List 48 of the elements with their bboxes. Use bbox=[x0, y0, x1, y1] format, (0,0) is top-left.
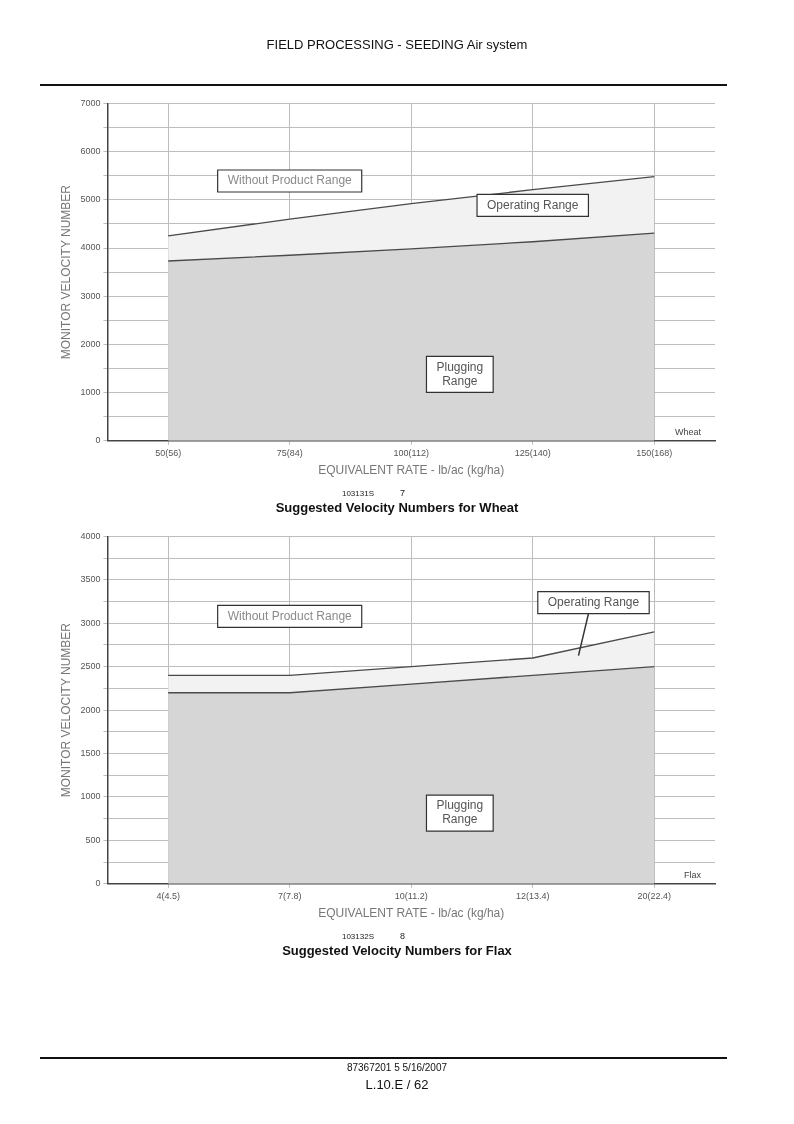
x-tick-label: 10(11.2) bbox=[394, 890, 428, 901]
text: 87367201 5 5/16/2007 bbox=[345, 1062, 449, 1073]
y-tick-label: 2500 bbox=[80, 661, 101, 672]
y-tick-label: 3000 bbox=[80, 617, 101, 628]
y-tick-label: 1000 bbox=[80, 387, 101, 398]
text: 103131S bbox=[341, 489, 374, 498]
x-tick-label: 150(168) bbox=[636, 447, 673, 458]
y-tick-label: 7000 bbox=[80, 97, 101, 108]
x-tick-label: 100(112) bbox=[393, 447, 429, 458]
y-tick-label: 1000 bbox=[80, 791, 101, 802]
text: Operating Range bbox=[547, 594, 640, 609]
y-tick-label: 3000 bbox=[80, 290, 101, 301]
text: 8 bbox=[400, 931, 406, 941]
y-tick-label: 6000 bbox=[80, 146, 101, 157]
x-tick-label: 7(7.8) bbox=[277, 890, 302, 901]
x-axis-title: EQUIVALENT RATE - lb/ac (kg/ha) bbox=[318, 463, 505, 478]
series-label: Plugging Range bbox=[436, 359, 484, 388]
text: FIELD PROCESSING - SEEDING Air system bbox=[265, 37, 529, 52]
y-axis-title: MONITOR VELOCITY NUMBER bbox=[58, 622, 73, 798]
series-label: Plugging Range bbox=[436, 798, 484, 827]
x-tick-label: 12(13.4) bbox=[515, 890, 550, 901]
y-tick-label: 4000 bbox=[80, 530, 101, 541]
series-label: Operating Range bbox=[487, 197, 579, 212]
y-tick-label: 5000 bbox=[80, 194, 101, 205]
annotation: Flax bbox=[683, 869, 702, 880]
y-tick-label: 2000 bbox=[80, 704, 101, 715]
x-tick-label: 125(140) bbox=[514, 447, 551, 458]
text: L.10.E / 62 bbox=[364, 1077, 430, 1092]
text: 7 bbox=[400, 488, 406, 498]
annotation: Without Product Range bbox=[227, 173, 353, 188]
x-tick-label: 75(84) bbox=[276, 447, 303, 458]
annotation: Wheat bbox=[674, 426, 702, 437]
x-tick-label: 50(56) bbox=[155, 447, 182, 458]
x-tick-label: 4(4.5) bbox=[156, 890, 180, 901]
annotation: Without Product Range bbox=[227, 608, 353, 623]
y-tick-label: 4000 bbox=[80, 242, 101, 253]
x-axis-title: EQUIVALENT RATE - lb/ac (kg/ha) bbox=[318, 906, 505, 921]
text: Suggested Velocity Numbers for Wheat bbox=[274, 500, 520, 515]
y-tick-label: 3500 bbox=[80, 574, 101, 585]
text: Suggested Velocity Numbers for Flax bbox=[281, 943, 513, 958]
y-axis-title: MONITOR VELOCITY NUMBER bbox=[58, 184, 73, 360]
y-tick-label: 500 bbox=[85, 834, 101, 845]
x-tick-label: 20(22.4) bbox=[637, 890, 672, 901]
y-tick-label: 2000 bbox=[80, 338, 101, 349]
y-tick-label: 1500 bbox=[80, 748, 101, 759]
text: 103132S bbox=[341, 932, 374, 941]
y-tick-label: 0 bbox=[95, 878, 101, 889]
y-tick-label: 0 bbox=[95, 435, 101, 446]
